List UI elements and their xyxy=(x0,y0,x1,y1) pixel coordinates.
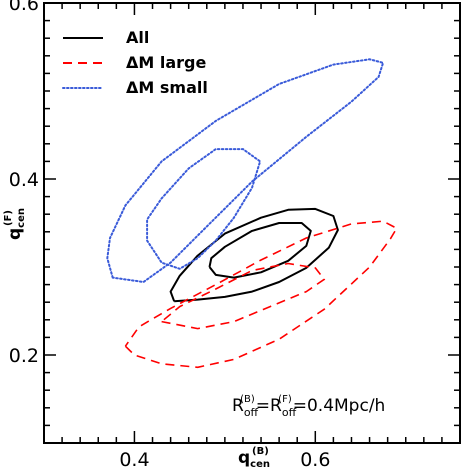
contour-layer xyxy=(106,58,398,369)
legend-label-all: All xyxy=(126,28,149,47)
annotation-text: Roff(B)=Roff(F)=0.4Mpc/h xyxy=(232,394,385,419)
x-axis-label: qcen(B) xyxy=(238,446,270,470)
legend: All ΔM large ΔM small xyxy=(62,28,208,97)
x-tick-label: 0.4 xyxy=(119,449,149,471)
axis-ticks xyxy=(44,3,460,443)
m-small-contour-inner xyxy=(146,148,262,270)
m-large-contour-outer xyxy=(124,220,398,369)
all-contour-inner xyxy=(208,222,312,279)
y-tick-label: 0.4 xyxy=(9,169,39,191)
m-small-contour-outer xyxy=(106,58,385,283)
all-contour-outer xyxy=(169,207,339,303)
y-axis-label: qcen(F) xyxy=(3,208,27,240)
y-tick-label: 0.2 xyxy=(9,345,39,367)
y-tick-label: 0.6 xyxy=(9,0,39,15)
x-tick-label: 0.6 xyxy=(300,449,330,471)
m-large-contour-inner xyxy=(161,262,326,330)
legend-label-m-large: ΔM large xyxy=(126,53,207,72)
plot-frame xyxy=(43,2,461,444)
legend-label-m-small: ΔM small xyxy=(126,78,208,97)
axis-tick-labels: 0.4 0.6 0.2 0.4 0.6 xyxy=(9,0,331,471)
